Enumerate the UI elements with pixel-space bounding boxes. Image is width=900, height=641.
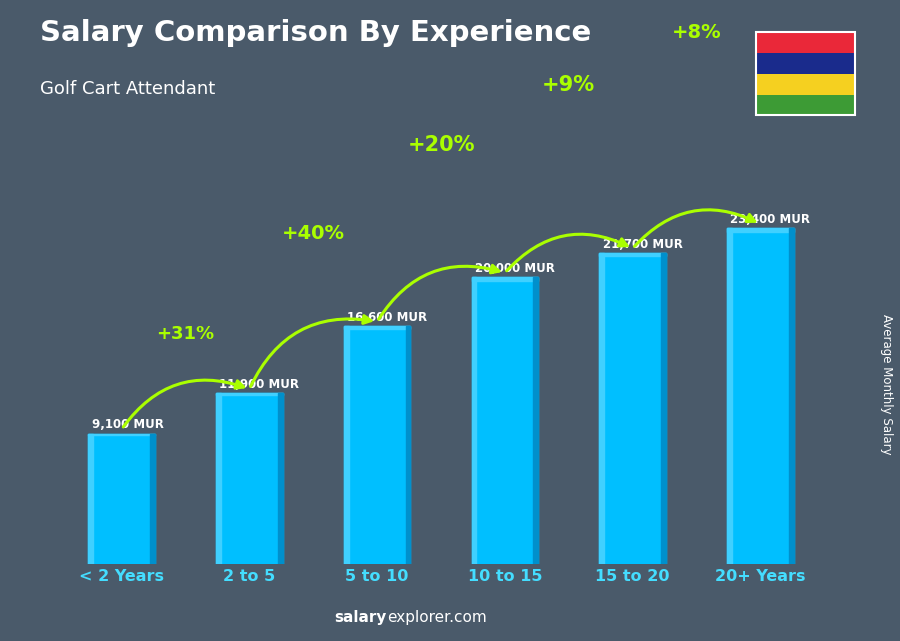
Text: 16,600 MUR: 16,600 MUR [347,311,428,324]
Bar [88,433,93,564]
Text: Golf Cart Attendant: Golf Cart Attendant [40,80,216,98]
Bar [472,277,476,564]
Bar [278,394,283,564]
Bar [472,277,538,281]
Bar [216,394,283,564]
Text: +8%: +8% [671,23,721,42]
Bar [88,433,155,564]
Text: salary: salary [335,610,387,625]
Bar [344,326,348,564]
Text: +20%: +20% [408,135,475,155]
Bar [344,326,410,329]
Text: Salary Comparison By Experience: Salary Comparison By Experience [40,19,592,47]
Text: 9,100 MUR: 9,100 MUR [92,419,164,431]
Text: +40%: +40% [282,224,345,243]
Bar [88,433,155,435]
Bar [150,433,155,564]
Text: +9%: +9% [542,75,595,95]
Bar [534,277,538,564]
Bar [727,228,794,232]
Bar [472,277,538,564]
Bar [406,326,410,564]
Text: explorer.com: explorer.com [387,610,487,625]
Bar [599,253,666,256]
Text: +31%: +31% [157,325,214,343]
Text: 20,000 MUR: 20,000 MUR [475,262,555,275]
Bar [599,253,666,564]
Bar [727,228,794,564]
Bar [599,253,604,564]
Text: 23,400 MUR: 23,400 MUR [731,213,811,226]
Bar [727,228,732,564]
Bar [662,253,666,564]
Text: 11,900 MUR: 11,900 MUR [220,378,300,391]
Bar [216,394,283,395]
Bar [789,228,794,564]
Bar [344,326,410,564]
Text: Average Monthly Salary: Average Monthly Salary [880,314,893,455]
Text: 21,700 MUR: 21,700 MUR [603,238,682,251]
Bar [216,394,220,564]
